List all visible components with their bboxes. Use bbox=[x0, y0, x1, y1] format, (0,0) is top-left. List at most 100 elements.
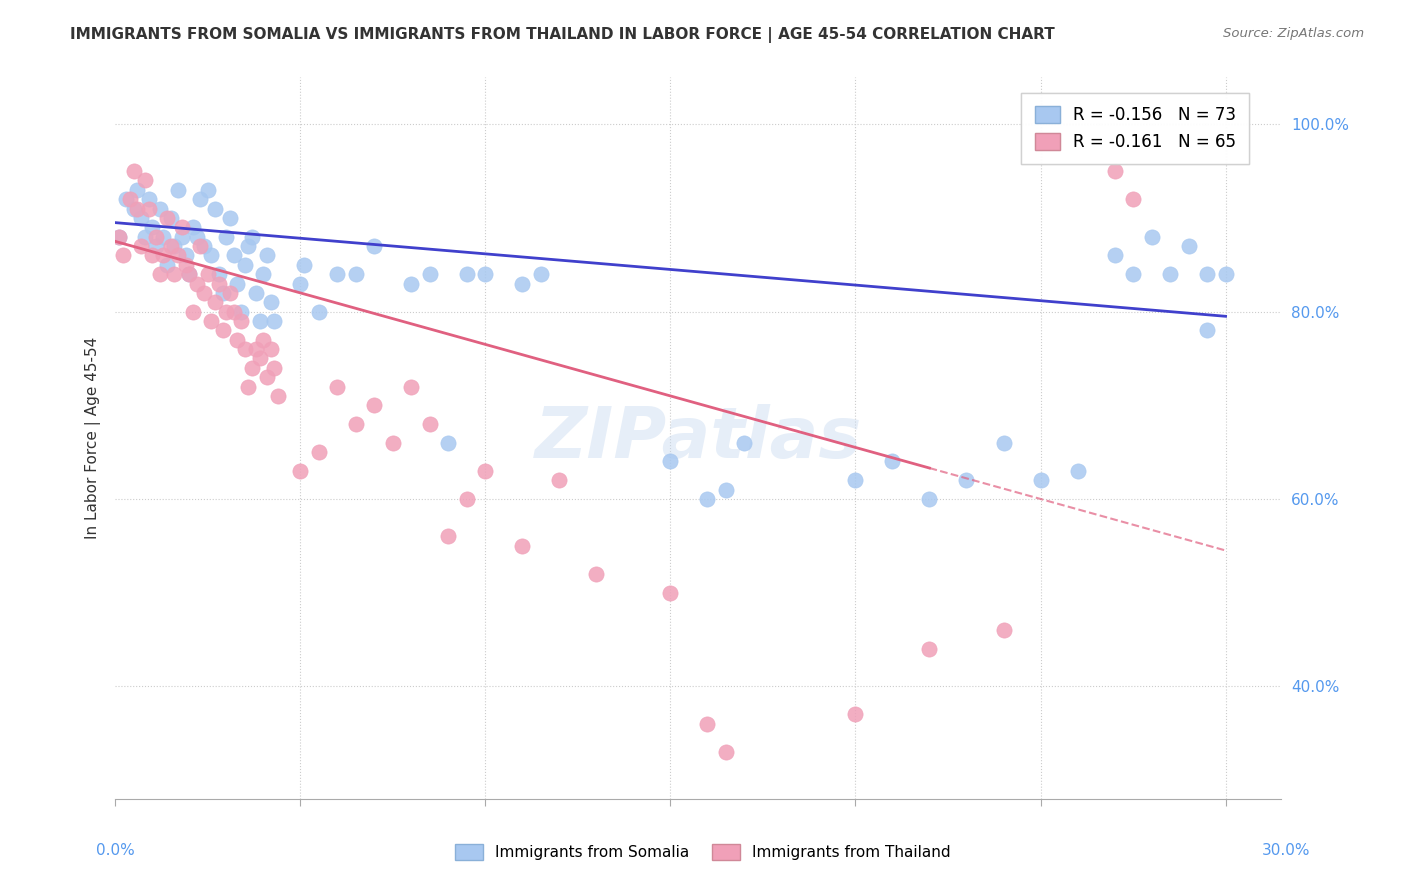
Legend: R = -0.156   N = 73, R = -0.161   N = 65: R = -0.156 N = 73, R = -0.161 N = 65 bbox=[1021, 93, 1250, 164]
Text: 30.0%: 30.0% bbox=[1263, 843, 1310, 858]
Point bbox=[159, 239, 181, 253]
Point bbox=[456, 267, 478, 281]
Point bbox=[512, 277, 534, 291]
Point bbox=[290, 464, 312, 478]
Point bbox=[186, 277, 208, 291]
Point bbox=[188, 239, 211, 253]
Point bbox=[141, 220, 163, 235]
Point bbox=[179, 267, 201, 281]
Point bbox=[993, 623, 1015, 637]
Point bbox=[308, 445, 330, 459]
Point bbox=[163, 267, 186, 281]
Point bbox=[419, 267, 441, 281]
Point bbox=[145, 239, 167, 253]
Point bbox=[259, 342, 281, 356]
Point bbox=[156, 211, 179, 225]
Text: IMMIGRANTS FROM SOMALIA VS IMMIGRANTS FROM THAILAND IN LABOR FORCE | AGE 45-54 C: IMMIGRANTS FROM SOMALIA VS IMMIGRANTS FR… bbox=[70, 27, 1054, 43]
Point bbox=[419, 417, 441, 431]
Point bbox=[1197, 267, 1219, 281]
Point bbox=[145, 229, 167, 244]
Point bbox=[174, 248, 197, 262]
Text: ZIPatlas: ZIPatlas bbox=[534, 403, 862, 473]
Point bbox=[200, 248, 222, 262]
Point bbox=[211, 323, 233, 337]
Point bbox=[134, 229, 156, 244]
Point bbox=[211, 285, 233, 300]
Point bbox=[226, 333, 249, 347]
Point bbox=[208, 267, 231, 281]
Point bbox=[108, 229, 131, 244]
Point bbox=[714, 483, 737, 497]
Point bbox=[259, 295, 281, 310]
Point bbox=[200, 314, 222, 328]
Point bbox=[229, 314, 252, 328]
Point bbox=[188, 192, 211, 206]
Point bbox=[179, 267, 201, 281]
Point bbox=[263, 360, 285, 375]
Point bbox=[249, 314, 271, 328]
Point bbox=[204, 202, 226, 216]
Point bbox=[240, 229, 263, 244]
Point bbox=[1029, 473, 1052, 487]
Point bbox=[149, 202, 172, 216]
Point bbox=[585, 566, 607, 581]
Point bbox=[267, 389, 290, 403]
Point bbox=[363, 239, 385, 253]
Point bbox=[1140, 229, 1163, 244]
Point bbox=[1104, 248, 1126, 262]
Point bbox=[363, 398, 385, 412]
Point bbox=[326, 267, 349, 281]
Point bbox=[256, 370, 278, 384]
Point bbox=[1122, 267, 1144, 281]
Point bbox=[844, 707, 866, 722]
Point bbox=[918, 491, 941, 506]
Point bbox=[733, 435, 755, 450]
Point bbox=[181, 220, 204, 235]
Y-axis label: In Labor Force | Age 45-54: In Labor Force | Age 45-54 bbox=[86, 337, 101, 539]
Point bbox=[129, 239, 152, 253]
Point bbox=[181, 304, 204, 318]
Text: 0.0%: 0.0% bbox=[96, 843, 135, 858]
Point bbox=[186, 229, 208, 244]
Point bbox=[1122, 192, 1144, 206]
Point bbox=[249, 351, 271, 366]
Point bbox=[163, 239, 186, 253]
Point bbox=[245, 342, 267, 356]
Point bbox=[170, 220, 193, 235]
Point bbox=[122, 202, 145, 216]
Point bbox=[229, 304, 252, 318]
Point bbox=[219, 285, 242, 300]
Point bbox=[208, 277, 231, 291]
Point bbox=[233, 258, 256, 272]
Point bbox=[115, 192, 138, 206]
Point bbox=[127, 202, 149, 216]
Point bbox=[111, 248, 134, 262]
Point bbox=[193, 239, 215, 253]
Point bbox=[1159, 267, 1181, 281]
Point bbox=[474, 464, 496, 478]
Point bbox=[226, 277, 249, 291]
Point bbox=[530, 267, 553, 281]
Point bbox=[238, 239, 260, 253]
Point bbox=[233, 342, 256, 356]
Point bbox=[548, 473, 571, 487]
Point bbox=[197, 267, 219, 281]
Point bbox=[159, 211, 181, 225]
Point bbox=[167, 183, 190, 197]
Point bbox=[152, 248, 174, 262]
Point bbox=[512, 539, 534, 553]
Point bbox=[219, 211, 242, 225]
Point bbox=[134, 173, 156, 187]
Point bbox=[263, 314, 285, 328]
Point bbox=[993, 435, 1015, 450]
Point bbox=[252, 333, 274, 347]
Point bbox=[118, 192, 141, 206]
Point bbox=[401, 277, 423, 291]
Point bbox=[122, 164, 145, 178]
Point bbox=[474, 267, 496, 281]
Text: Source: ZipAtlas.com: Source: ZipAtlas.com bbox=[1223, 27, 1364, 40]
Point bbox=[127, 183, 149, 197]
Point bbox=[240, 360, 263, 375]
Point bbox=[696, 491, 718, 506]
Point bbox=[174, 258, 197, 272]
